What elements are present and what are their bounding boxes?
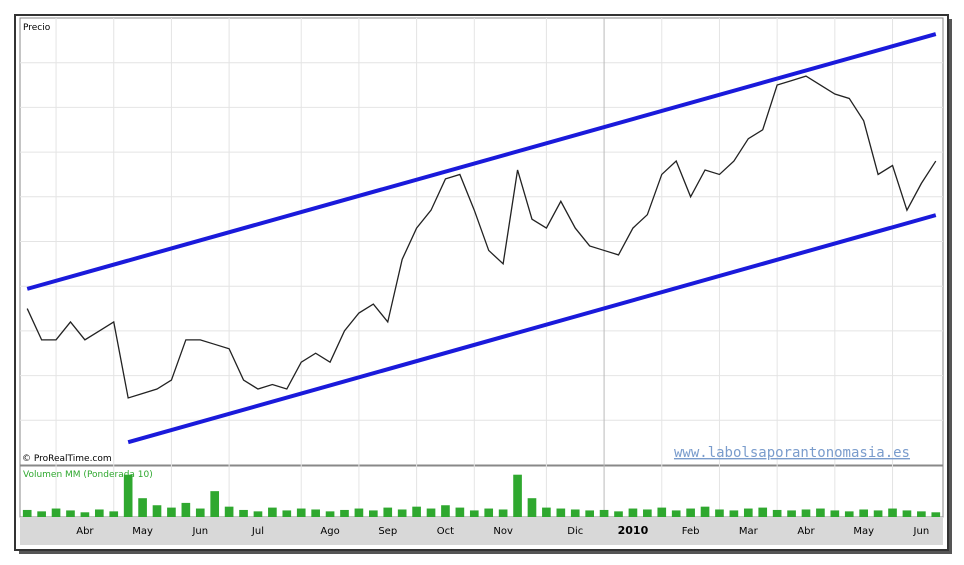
volume-bar xyxy=(181,502,191,517)
volume-bar xyxy=(195,508,205,517)
x-tick-label: Nov xyxy=(493,526,513,537)
volume-bar xyxy=(830,510,840,517)
x-tick-label: Sep xyxy=(378,526,397,537)
grid xyxy=(20,18,943,517)
x-tick-label: Abr xyxy=(76,526,94,537)
x-tick-label: Ago xyxy=(320,526,339,537)
x-tick-label: Oct xyxy=(437,526,454,537)
volume-bar xyxy=(614,511,623,517)
x-tick-label: Dic xyxy=(567,526,583,537)
x-tick-label: Feb xyxy=(682,526,700,537)
volume-bar xyxy=(455,507,465,517)
volume-bar xyxy=(369,510,378,517)
volume-bar xyxy=(917,511,926,517)
x-tick-label: May xyxy=(853,526,874,537)
volume-bar xyxy=(123,474,133,517)
x-tick-label: Jun xyxy=(191,526,208,537)
channel-line xyxy=(127,213,937,445)
volume-bar xyxy=(383,507,393,517)
volume-bar xyxy=(816,508,825,517)
volume-bar xyxy=(787,510,796,517)
volume-bar xyxy=(66,510,75,517)
volume-bar xyxy=(484,508,494,517)
volume-bar xyxy=(412,506,421,517)
watermark: www.labolsaporantonomasia.es xyxy=(674,445,910,461)
volume-bar xyxy=(527,498,537,517)
volume-bar xyxy=(556,508,566,517)
volume-bar xyxy=(167,507,176,517)
x-axis-strip xyxy=(20,517,943,545)
volume-bar xyxy=(643,509,652,517)
volume-bar xyxy=(354,508,364,517)
x-tick-label: Jun xyxy=(913,526,930,537)
price-line xyxy=(26,75,937,399)
volume-bar xyxy=(210,491,220,517)
volume-bar xyxy=(743,508,753,517)
volume-bar xyxy=(94,509,104,517)
channel-line xyxy=(26,32,937,291)
chart-title: Precio xyxy=(23,23,51,33)
volume-bar xyxy=(628,508,638,517)
volume-bar xyxy=(325,511,335,517)
volume-bar xyxy=(700,506,710,517)
volume-bar xyxy=(599,509,609,517)
x-tick-label: May xyxy=(132,526,153,537)
volume-bar xyxy=(542,507,551,517)
volume-bar xyxy=(441,505,450,517)
volume-bar xyxy=(729,510,739,517)
x-tick-label: 2010 xyxy=(618,524,649,537)
x-tick-label: Abr xyxy=(797,526,815,537)
volume-bar xyxy=(686,508,695,517)
volume-bar xyxy=(469,510,479,517)
volume-bar xyxy=(397,509,407,517)
volume-bar xyxy=(268,507,277,517)
volume-bar xyxy=(138,498,147,517)
volume-bar xyxy=(152,505,162,517)
volume-bar xyxy=(859,509,869,517)
volume-bar xyxy=(931,512,941,517)
volume-bar xyxy=(224,506,234,517)
volume-bar xyxy=(22,509,32,517)
volume-bar xyxy=(844,511,854,517)
volume-bar xyxy=(340,509,349,517)
volume-bar xyxy=(513,474,522,517)
volume-bar xyxy=(51,508,61,517)
volume-bar xyxy=(888,508,897,517)
volume-bar xyxy=(585,510,594,517)
volume-bar xyxy=(426,508,436,517)
x-tick-label: Mar xyxy=(739,526,759,537)
volume-bar xyxy=(37,511,46,517)
volume-bar xyxy=(311,509,320,517)
credit: © ProRealTime.com xyxy=(22,454,112,464)
volume-bar xyxy=(758,507,768,517)
volume-bar xyxy=(671,510,681,517)
volume-bar xyxy=(80,512,90,517)
volume-title: Volumen MM (Ponderada 10) xyxy=(23,470,153,480)
volume-bar xyxy=(109,511,119,517)
volume-bar xyxy=(801,509,811,517)
x-tick-label: Jul xyxy=(251,526,264,537)
volume-bar xyxy=(498,509,508,517)
volume-bar xyxy=(873,510,883,517)
volume-bar xyxy=(296,508,306,517)
volume-bar xyxy=(253,511,263,517)
volume-bar xyxy=(657,507,667,517)
volume-bar xyxy=(772,509,782,517)
volume-bar xyxy=(239,509,248,517)
volume-bar xyxy=(902,510,912,517)
volume-bar xyxy=(715,509,724,517)
volume-bar xyxy=(282,510,292,517)
volume-bar xyxy=(570,509,580,517)
